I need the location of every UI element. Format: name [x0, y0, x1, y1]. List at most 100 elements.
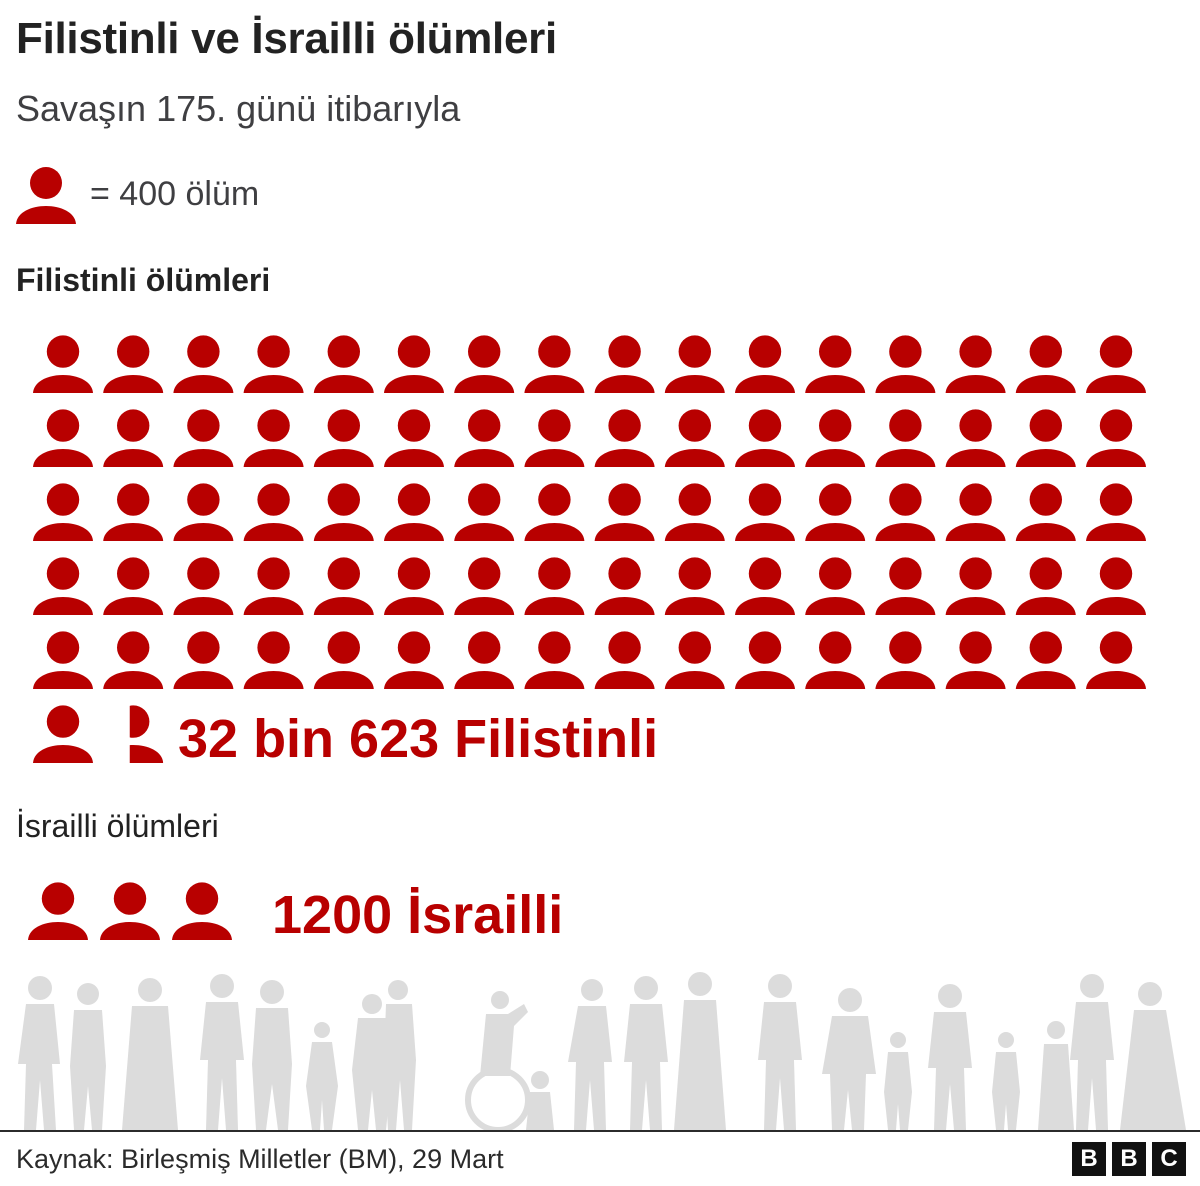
person-icon — [313, 557, 374, 615]
person-icon — [454, 557, 515, 615]
person-icon — [33, 335, 93, 393]
person-icon — [945, 409, 1006, 467]
person-icon — [875, 483, 936, 541]
person-icon — [454, 631, 515, 689]
person-icon — [805, 409, 866, 467]
bbc-logo-letter: B — [1072, 1142, 1106, 1176]
person-icon — [945, 631, 1006, 689]
person-icon — [454, 335, 515, 393]
person-icon — [28, 882, 88, 940]
person-icon — [454, 483, 515, 541]
palestinian-total: 32 bin 623 Filistinli — [178, 709, 659, 769]
person-icon — [524, 409, 585, 467]
person-icon — [1086, 335, 1146, 393]
person-icon — [313, 483, 374, 541]
person-icon — [1015, 483, 1076, 541]
person-icon — [454, 409, 515, 467]
person-icon — [103, 409, 164, 467]
person-icon — [594, 483, 655, 541]
person-icon — [524, 557, 585, 615]
person-icon — [1015, 631, 1076, 689]
person-icon — [875, 335, 936, 393]
person-icon — [805, 335, 866, 393]
person-icon — [805, 557, 866, 615]
person-icon — [875, 557, 936, 615]
person-icon — [384, 335, 444, 393]
person-icon — [664, 335, 725, 393]
person-icon — [100, 882, 160, 940]
person-icon — [945, 483, 1006, 541]
person-icon — [28, 882, 88, 940]
person-icon — [805, 483, 866, 541]
person-icon — [735, 335, 795, 393]
person-icon — [594, 409, 655, 467]
crowd-silhouette-decoration — [18, 972, 1186, 1130]
person-icon — [103, 483, 164, 541]
chart-title: Filistinli ve İsrailli ölümleri — [16, 14, 557, 63]
palestinian-section-label: Filistinli ölümleri — [16, 262, 271, 298]
person-icon — [384, 631, 444, 689]
person-icon — [735, 631, 795, 689]
person-icon — [33, 705, 93, 763]
person-icon — [664, 557, 725, 615]
person-icon — [243, 557, 304, 615]
person-icon — [805, 631, 866, 689]
person-icon — [524, 631, 585, 689]
person-icon — [173, 409, 234, 467]
chart-subtitle: Savaşın 175. günü itibarıyla — [16, 88, 461, 129]
footer-divider — [0, 1130, 1200, 1132]
bbc-logo: B B C — [1066, 1142, 1186, 1176]
person-icon — [313, 409, 374, 467]
israeli-section-label: İsrailli ölümleri — [16, 808, 219, 844]
person-icon — [594, 557, 655, 615]
person-icon — [945, 557, 1006, 615]
person-icon — [945, 335, 1006, 393]
person-icon — [173, 483, 234, 541]
person-icon — [243, 631, 304, 689]
person-icon — [173, 631, 234, 689]
person-icon — [33, 409, 93, 467]
palestinian-pictogram — [33, 335, 1146, 763]
person-icon — [33, 483, 93, 541]
person-icon — [875, 631, 936, 689]
person-icon — [33, 557, 93, 615]
legend-text: = 400 ölüm — [90, 174, 260, 213]
person-icon — [384, 483, 444, 541]
person-icon — [384, 557, 444, 615]
person-icon — [1086, 557, 1146, 615]
person-icon — [100, 882, 160, 940]
person-icon — [1086, 631, 1146, 689]
bbc-logo-letter: C — [1152, 1142, 1186, 1176]
person-icon — [1086, 409, 1146, 467]
person-icon — [243, 409, 304, 467]
person-icon — [594, 335, 655, 393]
person-icon — [33, 631, 93, 689]
person-icon — [103, 631, 164, 689]
person-icon — [103, 557, 164, 615]
person-icon — [172, 882, 232, 940]
person-icon — [735, 483, 795, 541]
person-icon — [524, 335, 585, 393]
person-icon — [313, 631, 374, 689]
person-icon — [172, 882, 232, 940]
partial-person-icon — [129, 705, 164, 763]
source-note: Kaynak: Birleşmiş Milletler (BM), 29 Mar… — [16, 1144, 504, 1174]
person-icon — [875, 409, 936, 467]
person-icon — [664, 631, 725, 689]
person-icon — [735, 557, 795, 615]
person-icon — [664, 409, 725, 467]
israeli-pictogram — [28, 878, 244, 948]
person-icon — [1015, 409, 1076, 467]
legend: = 400 ölüm — [16, 164, 259, 224]
person-icon — [313, 335, 374, 393]
person-icon — [173, 335, 234, 393]
person-icon — [1015, 557, 1076, 615]
person-icon — [103, 335, 164, 393]
bbc-logo-letter: B — [1112, 1142, 1146, 1176]
person-icon — [243, 335, 304, 393]
person-icon — [384, 409, 444, 467]
person-icon — [1086, 483, 1146, 541]
person-icon — [1015, 335, 1076, 393]
person-icon — [173, 557, 234, 615]
person-icon — [16, 164, 76, 224]
